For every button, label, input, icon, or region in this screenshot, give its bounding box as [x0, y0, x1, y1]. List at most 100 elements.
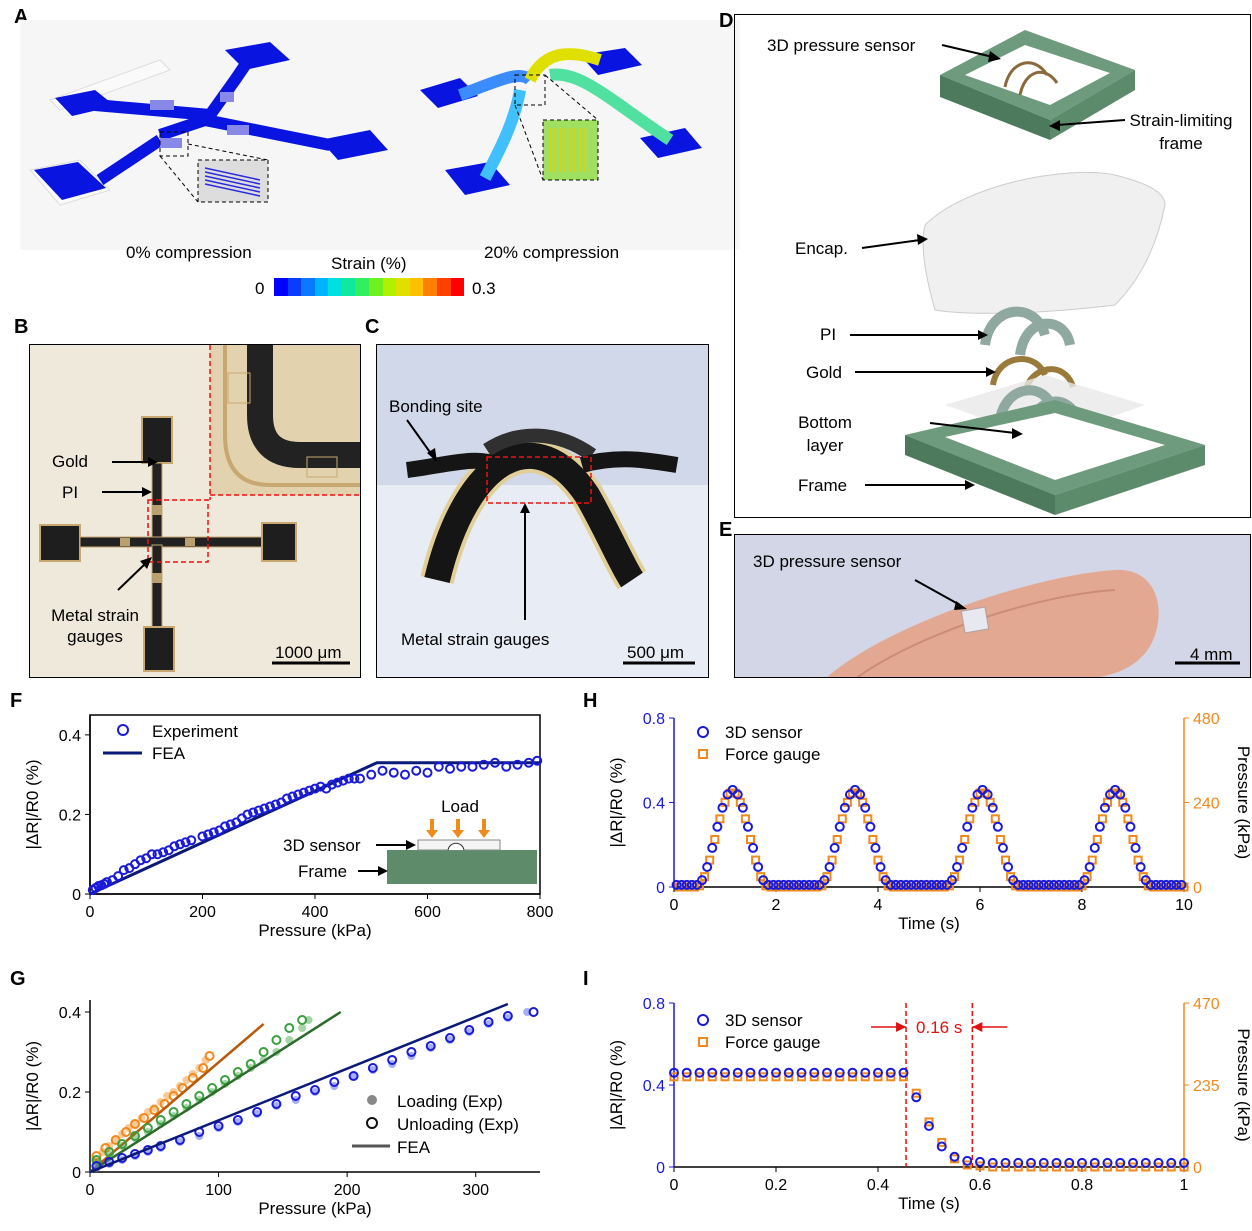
legend-force: Force gauge [725, 745, 820, 764]
sensor-point [885, 879, 896, 890]
blue-unloading-point [310, 1085, 320, 1095]
experiment-point [146, 849, 157, 860]
force-gauge-point [848, 1072, 857, 1082]
blue-unloading-point [252, 1107, 263, 1117]
blue-unloading-point [406, 1047, 417, 1057]
experiment-point [512, 759, 523, 770]
blue-unloading-point [213, 1121, 224, 1131]
flat-structure [29, 42, 388, 206]
orange-unloading-point [130, 1119, 140, 1129]
x-tick-label: 200 [334, 1182, 361, 1199]
experiment-point [242, 809, 253, 820]
green-loading-point [298, 1024, 307, 1032]
sensor-point [1018, 879, 1029, 890]
experiment-point [158, 847, 169, 858]
label-metal-strain-gauges: Metal strain gauges [51, 606, 139, 646]
sensor-point [916, 879, 927, 890]
right-y-axis-label: Pressure (kPa) [1234, 1028, 1252, 1141]
panel-c-photo: Bonding site Metal strain gauges 500 μm [376, 344, 709, 678]
experiment-point [135, 855, 146, 866]
sensor-point [732, 789, 743, 800]
green-unloading-point [104, 1147, 115, 1157]
legend-marker-experiment [117, 724, 129, 736]
y-tick-label: 0.4 [59, 728, 81, 745]
label-strain-limiting-frame: Strain-limiting frame [1129, 111, 1233, 153]
label-metal-strain-gauges-c: Metal strain gauges [401, 630, 550, 649]
blue-unloading-point [528, 1007, 539, 1017]
sensor-point [1150, 879, 1161, 890]
sensor-point [949, 1151, 960, 1162]
orange-loading-point [201, 1056, 210, 1064]
x-tick-label: 400 [302, 904, 329, 921]
colorbar-min: 0 [255, 279, 265, 298]
scalebar-e: 4 mm [1190, 645, 1233, 664]
panel-label-g: G [10, 968, 26, 990]
sensor-point [1179, 1157, 1189, 1168]
colorbar-segment [301, 278, 315, 296]
colorbar-segment [409, 278, 424, 296]
sensor-point [855, 789, 866, 800]
y-axis-label: |ΔR|/R0 (%) [23, 1041, 42, 1131]
experiment-point [422, 767, 433, 778]
force-gauge-point [988, 1162, 998, 1172]
sensor-point [895, 879, 906, 890]
legend-fea: FEA [152, 744, 186, 763]
blue-FEA-line [89, 1002, 509, 1174]
annotation-arrow-head [896, 1022, 907, 1032]
sensor-point [1153, 1157, 1164, 1168]
scalebar-b: 1000 μm [275, 643, 342, 662]
colorbar-segment [450, 278, 465, 296]
x-axis-label: Time (s) [898, 1194, 960, 1213]
sensor-point [809, 1067, 820, 1078]
colorbar-segment [274, 278, 288, 296]
orange-unloading-point [204, 1051, 215, 1061]
sensor-point [748, 842, 759, 853]
force-gauge-point [965, 814, 975, 824]
force-gauge-point [1097, 814, 1107, 824]
force-gauge-point [832, 834, 842, 844]
sensor-point [778, 879, 789, 890]
force-gauge-point [1103, 1162, 1112, 1172]
sensor-point [1064, 1157, 1075, 1168]
legend-marker-sensor [697, 726, 709, 738]
sensor-point [911, 1092, 922, 1103]
blue-unloading-point [271, 1099, 282, 1109]
panel-d-exploded-view: 3D pressure sensor Strain-limiting frame… [734, 14, 1251, 518]
plot-frame [674, 718, 1184, 887]
sensor-point [1051, 1157, 1062, 1168]
sensor-point [1054, 879, 1065, 890]
experiment-point [400, 769, 410, 780]
sensor-point [1043, 879, 1054, 890]
force-gauge-point [1064, 1162, 1074, 1172]
colorbar-segment [382, 278, 397, 296]
force-gauge-point [995, 834, 1005, 844]
x-tick-label: 800 [527, 904, 554, 921]
colorbar-segment [314, 278, 329, 296]
sensor-point [717, 802, 728, 813]
legend-sensor: 3D sensor [725, 1011, 803, 1030]
sensor-point [720, 1067, 730, 1078]
sensor-point [1115, 789, 1126, 800]
sensor-point [758, 1067, 769, 1078]
sensor-point [686, 879, 697, 890]
panel-label-e: E [719, 519, 733, 541]
force-gauge-point [695, 1072, 704, 1082]
force-gauge-point [1128, 834, 1138, 844]
force-gauge-point [860, 1072, 870, 1082]
force-gauge-point [669, 1072, 679, 1082]
label-gold: Gold [52, 452, 88, 471]
label-3d-pressure-sensor-e: 3D pressure sensor [753, 552, 902, 571]
sensor-point [1128, 1157, 1138, 1168]
inset-load-label: Load [441, 797, 479, 816]
legend-marker-sensor [697, 1014, 709, 1026]
inset-arrow-head [406, 840, 416, 850]
colorbar-segment [396, 278, 410, 296]
sensor-point [783, 1067, 794, 1078]
blue-unloading-point [348, 1071, 359, 1081]
sensor-point [1023, 879, 1034, 890]
sensor-point [1033, 879, 1044, 890]
sensor-point [839, 802, 850, 813]
orange-unloading-point [149, 1105, 160, 1115]
sensor-point [946, 875, 957, 886]
